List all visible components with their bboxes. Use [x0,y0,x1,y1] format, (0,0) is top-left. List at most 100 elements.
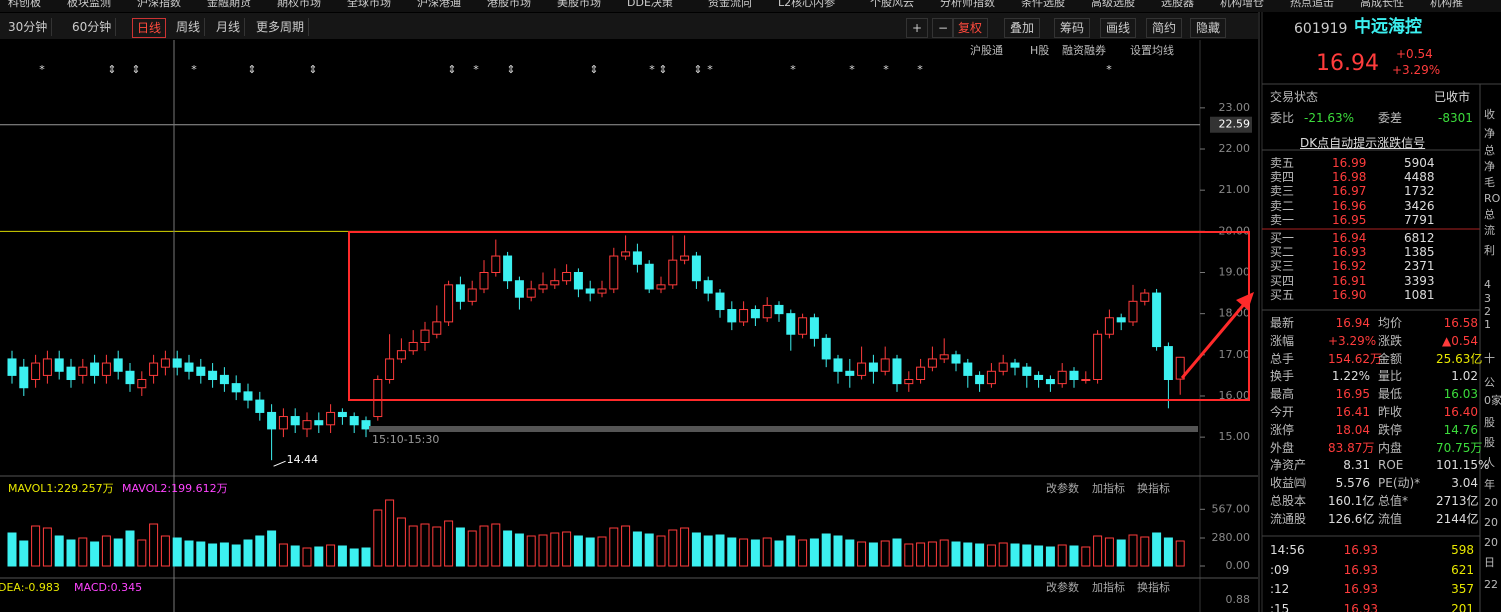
side-column-text: 毛 [1484,176,1495,189]
volume-bar [196,541,206,567]
volume-bar [774,540,784,567]
period-tab[interactable]: 30分钟 [4,18,53,36]
toolbar-button[interactable]: − [932,18,955,38]
candle-body [54,358,64,372]
menu-item[interactable]: 高成长性 [1360,0,1404,9]
stat-cell: PE(动)* [1378,476,1421,491]
sub-tab[interactable]: 融资融券 [1062,44,1106,57]
toolbar-button[interactable]: 隐藏 [1190,18,1227,38]
candle-body [172,358,182,368]
volume-bar [278,543,288,567]
volume-bar [1140,536,1150,567]
low-arrow [273,460,286,467]
event-marker: ⇕ [131,63,140,76]
panel-button[interactable]: 改参数 [1046,580,1079,594]
toolbar-button[interactable]: + [906,18,929,38]
side-column-text: 1 [1484,318,1491,331]
period-tab[interactable]: 更多周期 [252,18,310,36]
stat-cell: 2144亿 [1436,511,1479,526]
menu-item[interactable]: 金融期货 [207,0,251,9]
menu-item[interactable]: 沪深指数 [137,0,181,9]
period-tab[interactable]: 月线 [212,18,246,36]
sub-tab[interactable]: 沪股通 [970,44,1003,57]
y-tick-label: 15.00 [1219,430,1251,443]
candle-body [1081,379,1091,382]
candle-body [1163,346,1173,381]
menu-item[interactable]: 期权市场 [277,0,321,9]
menu-item[interactable]: 资金流向 [708,0,752,9]
stat-cell: 金额 [1378,351,1403,366]
sub-tab[interactable]: 设置均线 [1130,44,1174,57]
volume-bar [951,541,961,567]
toolbar-button[interactable]: 简约 [1146,18,1183,38]
tick-cell: 16.93 [1343,601,1378,612]
menu-item[interactable]: 热点追击 [1290,0,1334,9]
volume-bar [927,541,937,567]
side-column-text: 年 [1484,478,1495,491]
candle-body [491,255,501,273]
candle-body [774,304,784,315]
period-tab[interactable]: 60分钟 [68,18,117,36]
menu-item[interactable]: L2核心内参 [778,0,836,9]
toolbar-button[interactable]: 画线 [1100,18,1137,38]
candle-body [125,370,135,385]
panel-button[interactable]: 加指标 [1092,580,1125,594]
candle-body [703,280,713,294]
panel-button[interactable]: 加指标 [1092,481,1125,495]
candle-body [845,370,855,376]
volume-bar [113,538,123,567]
menu-item[interactable]: 选股器 [1161,0,1194,9]
event-marker: * [917,63,923,76]
menu-item[interactable]: 高级选股 [1091,0,1135,9]
candle-body [609,255,619,290]
volume-bar [184,540,194,567]
toolbar-button[interactable]: 叠加 [1004,18,1041,38]
menu-item[interactable]: 港股市场 [487,0,531,9]
candle-body [762,304,772,319]
volume-bar [833,535,843,567]
volume-bar [137,539,147,567]
volume-bar [786,535,796,567]
panel-button[interactable]: 换指标 [1137,580,1170,594]
side-column-text: 20 [1484,536,1498,549]
candle-body [1045,379,1055,385]
menu-item[interactable]: 美股市场 [557,0,601,9]
tick-cell: 16.93 [1343,582,1378,596]
order-book-cell: 买二 [1270,245,1295,260]
candle-body [1104,317,1114,335]
toolbar-button[interactable]: 复权 [952,18,989,38]
stat-cell: 总股本 [1270,494,1307,508]
candle-body [19,366,29,389]
order-book-cell: 16.92 [1332,259,1367,274]
menu-item[interactable]: 分析师指数 [940,0,995,9]
volume-bar [467,530,477,567]
menu-item[interactable]: 条件选股 [1021,0,1065,9]
candle-body [833,358,843,372]
candle-body [1175,356,1185,380]
signal-link[interactable]: DK点自动提示涨跌信号 [1300,136,1426,150]
order-book-cell: 16.95 [1332,212,1367,227]
side-column-text: 4 [1484,278,1491,291]
stat-cell: 8.31 [1343,458,1370,473]
menu-item[interactable]: DDE决策 [627,0,673,9]
period-tab[interactable]: 日线 [132,18,167,38]
side-column-text: 十 [1484,352,1495,365]
period-tab[interactable]: 周线 [172,18,206,36]
menu-item[interactable]: 板块监测 [67,0,111,9]
volume-bar [349,548,359,567]
menu-item[interactable]: 个股风云 [870,0,914,9]
menu-item[interactable]: 沪深港通 [417,0,461,9]
menu-item[interactable]: 机构增仓 [1220,0,1264,9]
menu-item[interactable]: 科创板 [8,0,41,9]
volume-bar [1116,539,1126,567]
sub-tab[interactable]: H股 [1030,44,1050,57]
panel-button[interactable]: 换指标 [1137,481,1170,495]
menu-item[interactable]: 全球市场 [347,0,391,9]
candle-body [880,358,890,372]
candle-body [385,358,395,381]
volume-bar [149,523,159,567]
volume-bar [986,544,996,567]
panel-button[interactable]: 改参数 [1046,481,1079,495]
toolbar-button[interactable]: 筹码 [1054,18,1091,38]
menu-item[interactable]: 机构推 [1430,0,1463,9]
